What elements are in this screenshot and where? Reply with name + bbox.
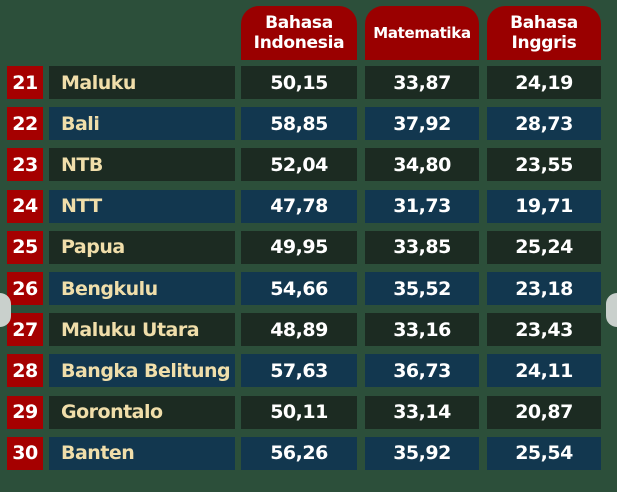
rank-badge: 24 (7, 189, 43, 223)
score-bahasa-indonesia: 47,78 (241, 189, 357, 223)
table-row: 27 Maluku Utara 48,89 33,16 23,43 (0, 313, 617, 347)
score-bahasa-indonesia: 49,95 (241, 230, 357, 264)
score-bahasa-inggris: 25,24 (487, 230, 601, 264)
province-name: Maluku (49, 66, 235, 99)
province-name: Papua (49, 230, 235, 264)
score-matematika: 34,80 (365, 148, 479, 182)
score-matematika: 37,92 (365, 107, 479, 141)
rank-badge: 28 (7, 354, 43, 388)
score-bahasa-indonesia: 52,04 (241, 148, 357, 182)
rank-badge: 27 (7, 313, 43, 347)
score-bahasa-indonesia: 50,15 (241, 66, 357, 99)
table-row: 26 Bengkulu 54,66 35,52 23,18 (0, 272, 617, 305)
province-name: Maluku Utara (49, 313, 235, 347)
province-name: Bengkulu (49, 272, 235, 305)
score-bahasa-inggris: 24,11 (487, 354, 601, 388)
score-bahasa-indonesia: 48,89 (241, 313, 357, 347)
rank-badge: 23 (7, 148, 43, 182)
score-bahasa-inggris: 25,54 (487, 436, 601, 470)
carousel-next-button[interactable] (606, 293, 617, 327)
table-row: 28 Bangka Belitung 57,63 36,73 24,11 (0, 354, 617, 388)
score-matematika: 35,52 (365, 272, 479, 305)
score-bahasa-indonesia: 58,85 (241, 107, 357, 141)
province-name: Bali (49, 107, 235, 141)
score-matematika: 33,16 (365, 313, 479, 347)
table-row: 30 Banten 56,26 35,92 25,54 (0, 436, 617, 470)
score-bahasa-inggris: 19,71 (487, 189, 601, 223)
table-row: 21 Maluku 50,15 33,87 24,19 (0, 66, 617, 99)
header-bahasa-inggris: Bahasa Inggris (487, 6, 601, 60)
score-bahasa-indonesia: 54,66 (241, 272, 357, 305)
rank-badge: 29 (7, 395, 43, 429)
score-bahasa-inggris: 20,87 (487, 395, 601, 429)
score-bahasa-inggris: 23,55 (487, 148, 601, 182)
score-bahasa-indonesia: 50,11 (241, 395, 357, 429)
score-bahasa-inggris: 23,43 (487, 313, 601, 347)
table-row: 23 NTB 52,04 34,80 23,55 (0, 148, 617, 182)
rank-badge: 25 (7, 230, 43, 264)
score-matematika: 35,92 (365, 436, 479, 470)
score-matematika: 33,14 (365, 395, 479, 429)
province-name: Bangka Belitung (49, 354, 235, 388)
carousel-prev-button[interactable] (0, 293, 11, 327)
score-matematika: 33,87 (365, 66, 479, 99)
score-bahasa-inggris: 28,73 (487, 107, 601, 141)
score-bahasa-indonesia: 57,63 (241, 354, 357, 388)
table-row: 24 NTT 47,78 31,73 19,71 (0, 189, 617, 223)
table-row: 25 Papua 49,95 33,85 25,24 (0, 230, 617, 264)
score-matematika: 31,73 (365, 189, 479, 223)
rank-badge: 21 (7, 66, 43, 99)
province-name: NTB (49, 148, 235, 182)
header-bahasa-indonesia: Bahasa Indonesia (241, 6, 357, 60)
score-bahasa-inggris: 24,19 (487, 66, 601, 99)
table-row: 29 Gorontalo 50,11 33,14 20,87 (0, 395, 617, 429)
rank-badge: 22 (7, 107, 43, 141)
province-name: Banten (49, 436, 235, 470)
province-name: NTT (49, 189, 235, 223)
province-name: Gorontalo (49, 395, 235, 429)
score-bahasa-inggris: 23,18 (487, 272, 601, 305)
score-bahasa-indonesia: 56,26 (241, 436, 357, 470)
rank-badge: 30 (7, 436, 43, 470)
score-matematika: 36,73 (365, 354, 479, 388)
score-matematika: 33,85 (365, 230, 479, 264)
header-matematika: Matematika (365, 6, 479, 60)
table-row: 22 Bali 58,85 37,92 28,73 (0, 107, 617, 141)
rank-badge: 26 (7, 272, 43, 305)
